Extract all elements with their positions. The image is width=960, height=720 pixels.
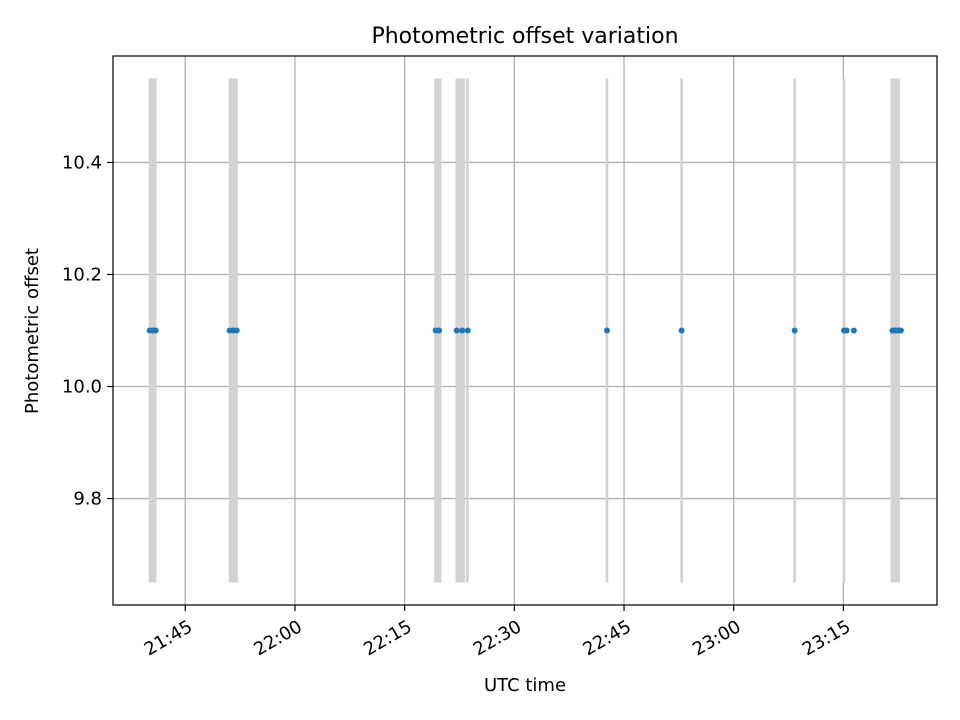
data-point: [464, 327, 471, 334]
plot-frame: [112, 55, 938, 606]
data-point: [459, 327, 466, 334]
chart-title: Photometric offset variation: [371, 24, 678, 49]
data-point: [678, 327, 685, 334]
data-point: [453, 327, 460, 334]
y-tick-label: 10.2: [62, 264, 102, 285]
data-points: [146, 327, 904, 334]
y-tick-label: 10.4: [62, 152, 102, 173]
y-tick-label: 9.8: [73, 489, 102, 510]
y-axis-label: Photometric offset: [22, 248, 43, 414]
y-tick-label: 10.0: [62, 377, 102, 398]
grid: [113, 56, 937, 605]
data-point: [603, 327, 610, 334]
data-point: [791, 327, 798, 334]
data-point: [233, 327, 240, 334]
data-point: [897, 327, 904, 334]
x-axis-label: UTC time: [484, 675, 566, 696]
data-point: [850, 327, 857, 334]
data-point: [843, 327, 850, 334]
data-point: [436, 327, 443, 334]
data-point: [152, 327, 159, 334]
